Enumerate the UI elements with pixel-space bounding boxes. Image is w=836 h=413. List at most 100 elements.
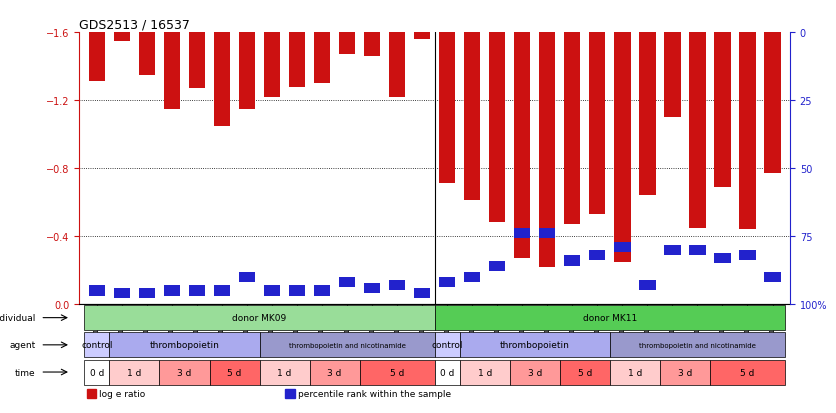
Text: donor MK09: donor MK09	[232, 313, 287, 323]
Bar	[539, 33, 555, 267]
FancyBboxPatch shape	[460, 332, 610, 358]
Text: 0 d: 0 d	[89, 368, 104, 377]
FancyBboxPatch shape	[610, 332, 785, 358]
FancyBboxPatch shape	[435, 305, 785, 330]
Bar	[164, 286, 180, 296]
Bar	[714, 253, 731, 263]
Bar	[264, 286, 280, 296]
FancyBboxPatch shape	[160, 360, 210, 385]
Bar	[640, 280, 655, 290]
Text: 5 d: 5 d	[390, 368, 405, 377]
FancyBboxPatch shape	[210, 360, 259, 385]
Bar	[665, 245, 681, 255]
Bar	[364, 33, 380, 57]
Bar	[114, 288, 130, 299]
Bar	[589, 250, 605, 261]
Text: thrombopoietin and nicotinamide: thrombopoietin and nicotinamide	[288, 342, 405, 348]
FancyBboxPatch shape	[110, 332, 259, 358]
Bar	[764, 33, 781, 174]
FancyBboxPatch shape	[359, 360, 435, 385]
Bar	[364, 283, 380, 293]
Bar	[640, 33, 655, 196]
Text: 5 d: 5 d	[227, 368, 242, 377]
FancyBboxPatch shape	[710, 360, 785, 385]
FancyBboxPatch shape	[110, 360, 160, 385]
Bar	[714, 33, 731, 188]
Text: control: control	[81, 340, 113, 349]
Text: GDS2513 / 16537: GDS2513 / 16537	[79, 19, 191, 31]
Bar	[314, 33, 330, 84]
Bar	[214, 286, 230, 296]
Bar	[739, 33, 756, 230]
Text: 0 d: 0 d	[440, 368, 455, 377]
Bar	[564, 33, 580, 225]
Bar	[439, 278, 456, 288]
Bar	[264, 33, 280, 97]
Bar	[189, 286, 205, 296]
FancyBboxPatch shape	[259, 360, 309, 385]
Text: 1 d: 1 d	[127, 368, 141, 377]
Text: 5 d: 5 d	[578, 368, 592, 377]
Text: log e ratio: log e ratio	[99, 389, 145, 398]
FancyBboxPatch shape	[435, 332, 460, 358]
Bar	[690, 245, 706, 255]
Text: 5 d: 5 d	[741, 368, 755, 377]
Bar	[414, 288, 431, 299]
FancyBboxPatch shape	[84, 332, 110, 358]
Bar	[214, 33, 230, 126]
Bar	[764, 272, 781, 282]
Text: agent: agent	[9, 340, 35, 349]
Bar	[514, 229, 530, 239]
Text: 1 d: 1 d	[278, 368, 292, 377]
Bar	[739, 250, 756, 261]
Text: 3 d: 3 d	[528, 368, 542, 377]
Bar	[614, 242, 630, 252]
Text: 1 d: 1 d	[628, 368, 642, 377]
Bar	[539, 229, 555, 239]
Bar	[514, 33, 530, 259]
Bar	[339, 33, 355, 55]
FancyBboxPatch shape	[560, 360, 610, 385]
Bar	[389, 33, 405, 97]
Bar	[690, 33, 706, 228]
Bar	[239, 272, 255, 282]
FancyBboxPatch shape	[435, 360, 460, 385]
Text: 3 d: 3 d	[328, 368, 342, 377]
Bar	[389, 280, 405, 290]
Text: thrombopoietin: thrombopoietin	[500, 340, 570, 349]
FancyBboxPatch shape	[309, 360, 359, 385]
Text: 3 d: 3 d	[678, 368, 692, 377]
Bar	[665, 33, 681, 118]
Bar	[414, 33, 431, 40]
Text: donor MK11: donor MK11	[583, 313, 637, 323]
Bar	[339, 278, 355, 288]
Bar	[314, 286, 330, 296]
FancyBboxPatch shape	[84, 305, 435, 330]
Text: thrombopoietin and nicotinamide: thrombopoietin and nicotinamide	[639, 342, 756, 348]
Text: percentile rank within the sample: percentile rank within the sample	[298, 389, 451, 398]
Bar	[289, 286, 305, 296]
Text: thrombopoietin: thrombopoietin	[150, 340, 219, 349]
Bar	[89, 33, 105, 82]
Bar	[239, 33, 255, 109]
FancyBboxPatch shape	[660, 360, 710, 385]
Text: 1 d: 1 d	[477, 368, 492, 377]
Bar	[489, 33, 506, 223]
FancyBboxPatch shape	[259, 332, 435, 358]
Bar	[189, 33, 205, 89]
Bar	[464, 272, 481, 282]
Text: 3 d: 3 d	[177, 368, 191, 377]
FancyBboxPatch shape	[610, 360, 660, 385]
Bar	[114, 33, 130, 42]
Bar	[464, 33, 481, 201]
Bar	[489, 261, 506, 271]
Bar	[614, 33, 630, 262]
Text: time: time	[15, 368, 35, 377]
Bar	[289, 33, 305, 87]
FancyBboxPatch shape	[460, 360, 510, 385]
Bar	[164, 33, 180, 109]
Text: control: control	[431, 340, 463, 349]
Bar	[286, 389, 295, 398]
Bar	[89, 286, 105, 296]
Bar	[589, 33, 605, 214]
